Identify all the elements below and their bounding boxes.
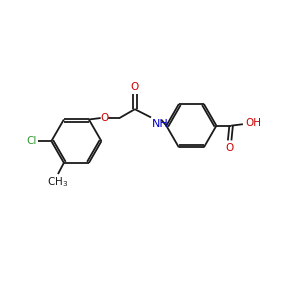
- Text: O: O: [226, 143, 234, 153]
- Text: CH$_3$: CH$_3$: [47, 175, 68, 189]
- Text: NH: NH: [152, 119, 168, 129]
- Text: Cl: Cl: [26, 136, 37, 146]
- Text: OH: OH: [246, 118, 262, 128]
- Text: O: O: [131, 82, 139, 92]
- Text: O: O: [100, 113, 108, 123]
